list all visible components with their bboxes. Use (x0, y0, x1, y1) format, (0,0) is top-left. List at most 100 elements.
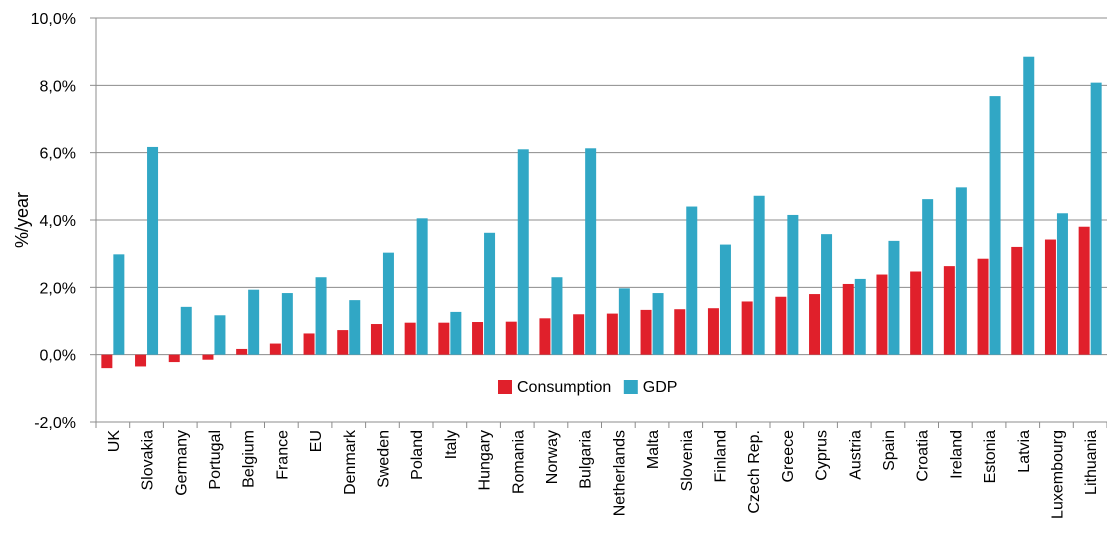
bar-gdp-poland (416, 218, 428, 355)
bar-consumption-slovakia (135, 354, 147, 367)
bar-gdp-germany (180, 306, 192, 355)
bar-consumption-italy (438, 322, 450, 355)
x-tick-label: UK (106, 430, 123, 453)
x-tick-label: Spain (881, 430, 898, 471)
bar-consumption-netherlands (606, 313, 618, 355)
bar-gdp-greece (787, 214, 799, 355)
x-tick-label: Czech Rep. (746, 430, 763, 514)
x-tick-label: Ireland (948, 430, 965, 479)
bar-gdp-italy (450, 311, 462, 355)
x-tick-label: Estonia (982, 430, 999, 483)
x-tick-label: France (274, 430, 291, 480)
bar-gdp-austria (854, 278, 866, 355)
bar-gdp-spain (888, 240, 900, 355)
bar-consumption-portugal (202, 354, 214, 360)
bar-gdp-belgium (248, 289, 260, 355)
legend: Consumption GDP (498, 379, 677, 396)
bar-consumption-norway (539, 318, 551, 355)
bar-gdp-finland (719, 244, 731, 355)
x-tick-label: Greece (780, 430, 797, 483)
bars (101, 56, 1102, 369)
bar-gdp-denmark (349, 300, 361, 355)
bar-gdp-france (281, 293, 293, 355)
x-tick-label: Belgium (241, 430, 258, 488)
bar-gdp-portugal (214, 315, 226, 355)
x-tick-label: Hungary (477, 430, 494, 490)
bar-gdp-croatia (922, 199, 934, 355)
x-tick-label: Norway (544, 430, 561, 484)
x-axis-tick-labels: UK Slovakia Germany Portugal Belgium France EU… (106, 429, 1100, 519)
bar-consumption-finland (707, 308, 719, 355)
bar-consumption-uk (101, 354, 113, 369)
bar-consumption-lithuania (1078, 226, 1090, 355)
x-tick-label: Romania (510, 430, 527, 494)
bar-gdp-ireland (955, 187, 967, 355)
x-tick-label: Portugal (207, 430, 224, 490)
bar-gdp-bulgaria (585, 148, 597, 355)
bar-consumption-slovenia (674, 309, 686, 355)
bar-gdp-eu (315, 277, 327, 355)
bar-gdp-hungary (484, 232, 496, 355)
bar-consumption-latvia (1011, 246, 1023, 355)
x-tick-label: Luxembourg (1049, 430, 1066, 519)
bar-consumption-austria (842, 283, 854, 355)
bar-consumption-cyprus (809, 294, 821, 355)
bar-gdp-sweden (382, 252, 394, 355)
x-tick-label: Bulgaria (578, 430, 595, 489)
bar-consumption-spain (876, 274, 888, 355)
y-axis-tick-labels: -2,0% 0,0% 2,0% 4,0% 6,0% 8,0% 10,0% (31, 11, 76, 432)
bar-gdp-slovakia (147, 146, 159, 355)
bar-consumption-denmark (337, 330, 349, 355)
legend-swatch (498, 380, 512, 394)
x-tick-label: Denmark (342, 429, 359, 495)
bar-consumption-bulgaria (573, 314, 585, 355)
bar-consumption-czech-rep (741, 301, 753, 355)
x-tick-label: EU (308, 430, 325, 452)
y-tick-label: -2,0% (34, 415, 76, 432)
x-tick-label: Austria (847, 430, 864, 480)
bar-gdp-netherlands (618, 288, 630, 355)
x-tick-label: Poland (409, 430, 426, 480)
x-tick-label: Italy (443, 430, 460, 459)
bar-consumption-luxembourg (1044, 239, 1056, 355)
x-tick-label: Lithuania (1083, 430, 1100, 495)
bar-gdp-luxembourg (1056, 213, 1068, 355)
legend-label: Consumption (517, 379, 611, 396)
x-tick-label: Cyprus (814, 430, 831, 481)
legend-swatch (623, 380, 638, 394)
x-tick-label: Sweden (375, 430, 392, 488)
bar-gdp-romania (517, 149, 529, 355)
bar-consumption-sweden (370, 324, 382, 355)
bar-gdp-estonia (989, 96, 1001, 355)
x-tick-label: Slovenia (679, 430, 696, 491)
y-tick-label: 10,0% (31, 11, 76, 28)
x-tick-label: Latvia (1016, 430, 1033, 473)
x-tick-label: Malta (645, 430, 662, 469)
bar-gdp-latvia (1023, 56, 1035, 355)
y-tick-label: 2,0% (40, 280, 76, 297)
bar-consumption-malta (640, 309, 652, 355)
axes (90, 17, 1107, 428)
bar-consumption-croatia (910, 271, 922, 355)
bar-consumption-hungary (472, 322, 484, 355)
bar-gdp-uk (113, 254, 125, 355)
bar-gdp-czech-rep (753, 195, 765, 355)
bar-consumption-romania (505, 321, 517, 355)
bar-gdp-lithuania (1090, 82, 1102, 355)
gridlines (96, 17, 1107, 423)
y-tick-label: 0,0% (40, 348, 76, 365)
x-tick-label: Netherlands (611, 430, 628, 516)
bar-consumption-belgium (236, 348, 248, 355)
legend-label: GDP (643, 379, 678, 396)
x-tick-label: Finland (712, 430, 729, 482)
y-tick-label: 6,0% (40, 146, 76, 163)
bar-consumption-poland (404, 322, 416, 355)
bar-gdp-malta (652, 293, 664, 355)
bar-consumption-eu (303, 333, 315, 355)
bar-gdp-norway (551, 277, 563, 355)
x-tick-label: Germany (173, 430, 190, 496)
bar-consumption-ireland (943, 266, 955, 355)
bar-consumption-greece (775, 296, 787, 355)
x-tick-label: Croatia (915, 430, 932, 482)
